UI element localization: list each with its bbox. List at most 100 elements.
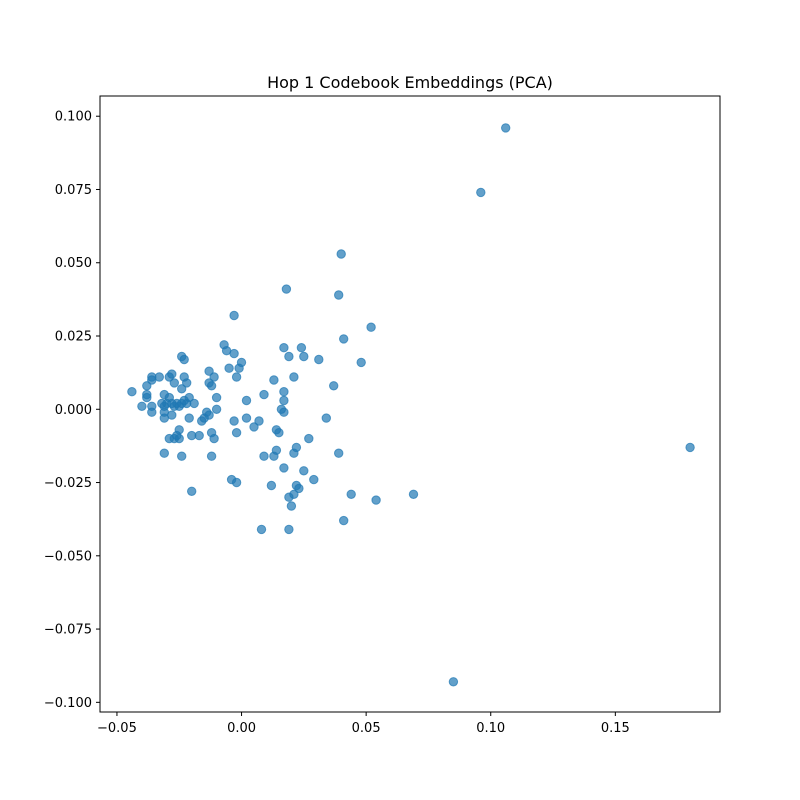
data-point <box>147 375 157 385</box>
data-point <box>314 354 324 365</box>
data-point <box>339 515 349 526</box>
data-point <box>241 395 252 406</box>
data-point <box>174 433 184 444</box>
data-point <box>164 372 175 382</box>
data-point <box>291 442 302 453</box>
data-point <box>229 310 239 321</box>
y-tick-label: −0.075 <box>44 623 92 638</box>
y-axis: −0.100 −0.075 −0.050 −0.025 0.000 0.025 0.050 0… <box>44 110 100 711</box>
data-point <box>241 413 252 423</box>
plot-area-frame <box>99 95 721 713</box>
x-axis: −0.05 0.00 0.05 0.10 0.15 <box>97 712 630 736</box>
data-point <box>157 398 167 409</box>
data-point <box>169 378 180 388</box>
x-tick-label: 0.00 <box>227 721 256 736</box>
data-point <box>229 348 239 359</box>
data-point <box>211 404 222 414</box>
y-tick-label: 0.100 <box>55 110 92 125</box>
y-tick-label: −0.025 <box>44 476 92 491</box>
data-point <box>184 413 194 423</box>
y-tick-label: 0.025 <box>55 330 92 345</box>
data-point <box>249 422 259 432</box>
data-point <box>127 387 137 397</box>
data-point <box>209 433 219 444</box>
data-point <box>329 381 339 391</box>
data-point <box>336 249 346 259</box>
x-tick-label: −0.05 <box>97 721 137 736</box>
data-point <box>204 366 214 376</box>
data-point <box>159 389 170 400</box>
data-point <box>142 392 152 403</box>
data-point <box>142 381 152 391</box>
y-tick-label: 0.000 <box>55 403 92 418</box>
data-point <box>206 451 217 461</box>
data-point <box>476 187 486 198</box>
scatter-points <box>127 123 695 687</box>
data-point <box>274 428 284 438</box>
data-point <box>187 430 197 441</box>
data-point <box>269 375 279 385</box>
data-point <box>147 407 157 417</box>
data-point <box>279 463 289 473</box>
data-point <box>321 413 331 423</box>
data-point <box>309 474 319 485</box>
y-tick-label: 0.050 <box>55 256 92 271</box>
data-point <box>294 483 304 494</box>
data-point <box>206 381 217 391</box>
data-point <box>159 448 170 458</box>
data-point <box>259 451 269 461</box>
data-point <box>304 433 314 444</box>
data-point <box>256 524 267 535</box>
data-point <box>279 343 289 353</box>
x-tick-label: 0.10 <box>476 721 505 736</box>
data-point <box>366 322 376 332</box>
data-point <box>334 290 344 300</box>
data-point <box>299 351 309 362</box>
data-point <box>289 372 299 382</box>
x-tick-label: 0.05 <box>352 721 381 736</box>
y-tick-label: −0.100 <box>44 696 92 711</box>
y-tick-label: −0.050 <box>44 549 92 564</box>
data-point <box>281 284 292 294</box>
y-tick-label: 0.075 <box>55 183 92 198</box>
data-point <box>279 395 289 406</box>
data-point <box>229 416 239 426</box>
data-point <box>279 407 289 417</box>
data-point <box>334 448 344 458</box>
data-point <box>356 357 366 368</box>
data-point <box>211 392 222 403</box>
data-point <box>685 442 695 453</box>
data-point <box>231 428 242 438</box>
data-point <box>189 398 199 409</box>
data-point <box>209 372 219 382</box>
data-point <box>371 495 381 505</box>
data-point <box>182 378 192 388</box>
data-point <box>204 410 214 420</box>
data-point <box>137 401 147 411</box>
data-point <box>231 477 242 488</box>
data-point <box>408 489 419 499</box>
data-point <box>224 363 234 373</box>
x-tick-label: 0.15 <box>601 721 630 736</box>
data-point <box>284 524 294 535</box>
data-point <box>339 334 349 344</box>
data-point <box>164 433 175 444</box>
data-point <box>269 451 279 461</box>
data-point <box>448 677 459 687</box>
data-point <box>234 363 244 373</box>
data-point <box>177 451 187 461</box>
data-point <box>254 416 264 426</box>
data-point <box>197 416 207 426</box>
data-point <box>286 501 297 511</box>
data-point <box>299 466 309 476</box>
data-point <box>259 389 269 400</box>
data-point <box>284 492 294 502</box>
data-point <box>284 351 294 362</box>
data-point <box>231 372 242 382</box>
data-point <box>266 480 277 491</box>
chart-title: Hop 1 Codebook Embeddings (PCA) <box>267 73 553 92</box>
data-point <box>177 384 187 394</box>
data-point <box>296 343 307 353</box>
data-point <box>346 489 356 499</box>
